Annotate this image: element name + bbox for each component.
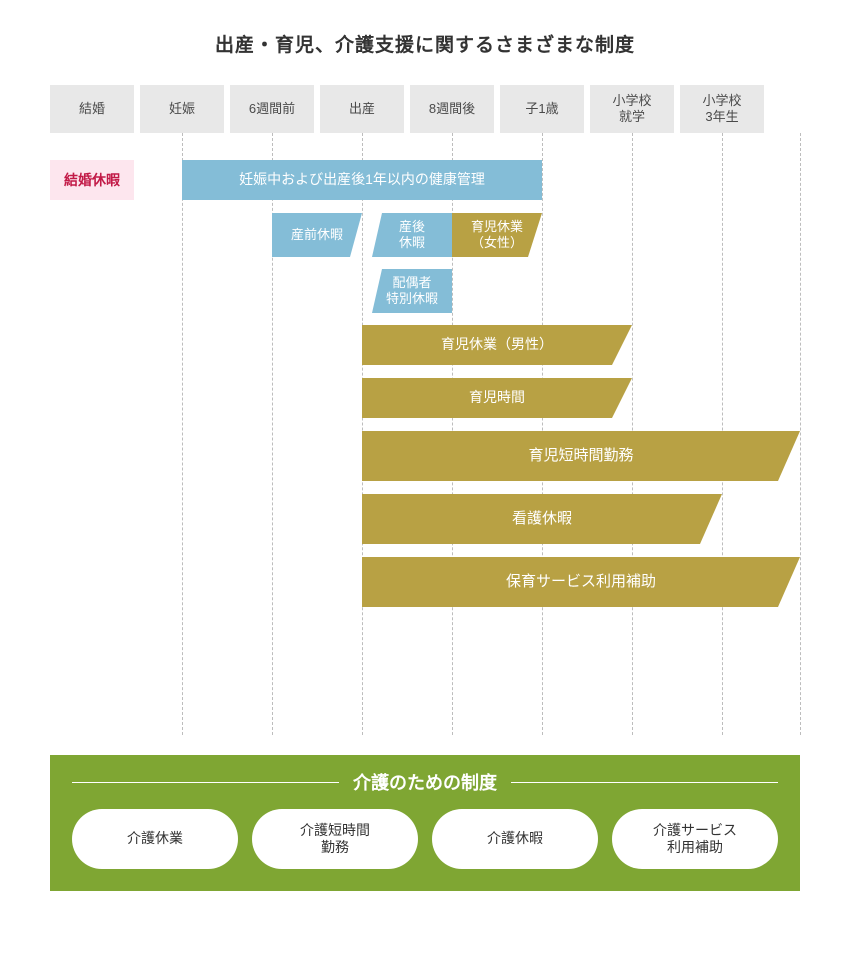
bar-8: 看護休暇 — [362, 494, 722, 544]
col-header-7: 小学校3年生 — [680, 85, 764, 133]
care-pill-1: 介護短時間勤務 — [252, 809, 418, 869]
bar-2: 産後休暇 — [372, 213, 452, 257]
bar-6: 育児時間 — [362, 378, 632, 418]
col-header-5: 子1歳 — [500, 85, 584, 133]
care-title: 介護のための制度 — [339, 769, 511, 795]
care-pills: 介護休業介護短時間勤務介護休暇介護サービス利用補助 — [72, 809, 778, 869]
page-title: 出産・育児、介護支援に関するさまざまな制度 — [50, 30, 800, 57]
care-pill-2: 介護休暇 — [432, 809, 598, 869]
bar-9: 保育サービス利用補助 — [362, 557, 800, 607]
care-line-left — [72, 782, 339, 783]
gridline-0 — [182, 133, 183, 735]
bar-3: 育児休業（女性） — [452, 213, 542, 257]
col-header-2: 6週間前 — [230, 85, 314, 133]
bar-7: 育児短時間勤務 — [362, 431, 800, 481]
care-title-row: 介護のための制度 — [72, 769, 778, 795]
bar-5: 育児休業（男性） — [362, 325, 632, 365]
pink-box-marriage: 結婚休暇 — [50, 160, 134, 200]
timeline-chart: 結婚妊娠6週間前出産8週間後子1歳小学校就学小学校3年生結婚休暇 妊娠中および出産… — [50, 85, 800, 745]
care-line-right — [511, 782, 778, 783]
col-header-3: 出産 — [320, 85, 404, 133]
bar-4: 配偶者特別休暇 — [372, 269, 452, 313]
col-header-1: 妊娠 — [140, 85, 224, 133]
bar-1: 産前休暇 — [272, 213, 362, 257]
col-header-0: 結婚 — [50, 85, 134, 133]
bar-0: 妊娠中および出産後1年以内の健康管理 — [182, 160, 542, 200]
col-header-4: 8週間後 — [410, 85, 494, 133]
col-header-6: 小学校就学 — [590, 85, 674, 133]
care-section: 介護のための制度 介護休業介護短時間勤務介護休暇介護サービス利用補助 — [50, 755, 800, 891]
gridline-7 — [800, 133, 801, 735]
care-pill-0: 介護休業 — [72, 809, 238, 869]
care-pill-3: 介護サービス利用補助 — [612, 809, 778, 869]
